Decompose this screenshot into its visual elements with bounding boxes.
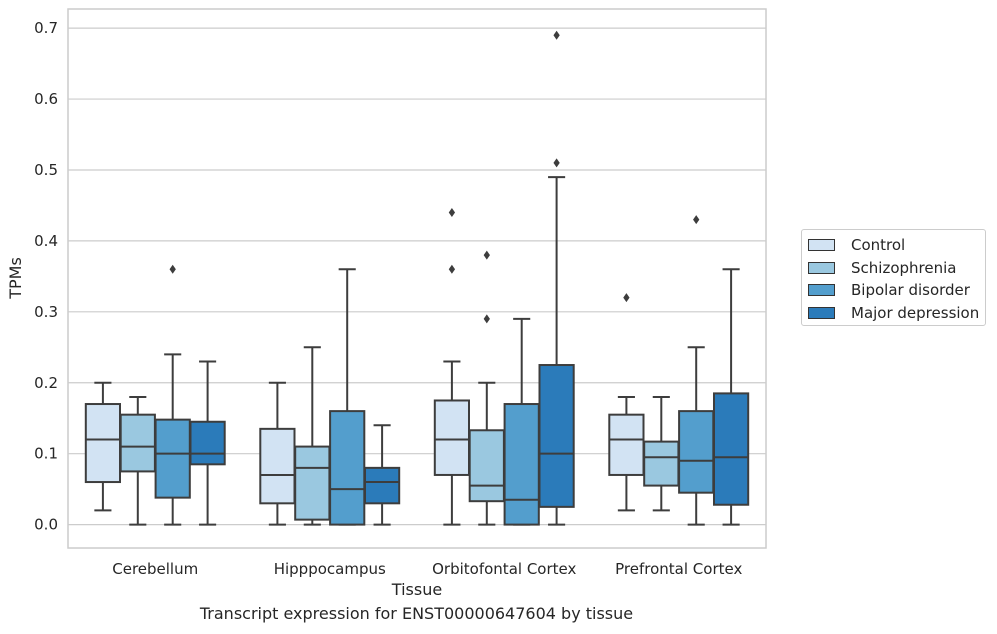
box	[468, 429, 505, 503]
box	[712, 392, 750, 506]
legend-swatch	[808, 239, 835, 251]
box	[608, 413, 645, 476]
box-bipolar-disorder	[154, 264, 191, 526]
box	[189, 420, 226, 466]
box-schizophrenia	[119, 395, 156, 526]
outlier-point	[553, 158, 560, 168]
y-tick-label: 0.5	[34, 161, 58, 179]
box-bipolar-disorder	[678, 215, 715, 526]
box-schizophrenia	[468, 250, 505, 526]
y-axis-ticks: 0.0 0.1 0.2 0.3 0.4 0.5 0.6 0.7	[34, 19, 58, 533]
x-tick-label: Hipppocampus	[274, 560, 386, 578]
y-tick-label: 0.3	[34, 303, 58, 321]
box-control	[608, 293, 645, 512]
x-tick-label: Prefrontal Cortex	[615, 560, 742, 578]
box	[329, 410, 366, 526]
box	[433, 399, 471, 476]
x-tick-label: Cerebellum	[112, 560, 198, 578]
outlier-point	[483, 314, 490, 324]
y-axis-label: TPMs	[6, 257, 25, 300]
outlier-point	[693, 215, 700, 225]
box-schizophrenia	[643, 395, 680, 512]
legend-swatch	[808, 284, 835, 296]
legend: Control Schizophrenia Bipolar disorder Majo…	[801, 229, 986, 326]
box	[119, 413, 156, 473]
box-major-depression	[712, 268, 750, 526]
box	[259, 427, 296, 505]
outlier-point	[448, 208, 456, 218]
legend-item: Major depression	[808, 303, 979, 323]
y-tick-label: 0.2	[34, 374, 58, 392]
box	[643, 440, 680, 487]
x-axis-label: Tissue	[391, 580, 442, 599]
chart-caption: Transcript expression for ENST0000064760…	[199, 604, 634, 623]
x-tick-label: Orbitofontal Cortex	[432, 560, 576, 578]
outlier-point	[623, 293, 630, 303]
outlier-point	[169, 264, 176, 274]
box-control	[433, 208, 471, 526]
box	[294, 445, 331, 521]
box	[84, 403, 122, 484]
legend-label: Schizophrenia	[851, 258, 957, 277]
y-tick-label: 0.1	[34, 445, 58, 463]
legend-item: Schizophrenia	[808, 258, 956, 278]
outlier-point	[553, 30, 560, 40]
box-control	[84, 381, 122, 512]
box-major-depression	[538, 30, 575, 526]
box	[154, 418, 191, 499]
y-tick-label: 0.4	[34, 232, 58, 250]
box-groups	[84, 30, 750, 526]
box-major-depression	[363, 424, 401, 526]
box	[503, 403, 540, 526]
x-axis-ticks: Cerebellum Hipppocampus Orbitofontal Corte…	[112, 560, 742, 578]
legend-item: Control	[808, 235, 905, 255]
plot-frame	[67, 8, 767, 549]
legend-swatch	[808, 306, 835, 319]
legend-item: Bipolar disorder	[808, 280, 970, 300]
box	[363, 466, 401, 505]
y-tick-label: 0.7	[34, 19, 58, 37]
outlier-point	[483, 250, 490, 260]
box	[538, 364, 575, 508]
box-bipolar-disorder	[503, 317, 540, 526]
legend-swatch	[808, 261, 835, 274]
box	[678, 410, 715, 494]
box-schizophrenia	[294, 346, 331, 526]
y-tick-label: 0.0	[34, 516, 58, 534]
box-control	[259, 381, 296, 526]
box-bipolar-disorder	[329, 268, 366, 526]
legend-label: Control	[851, 236, 906, 254]
legend-label: Major depression	[851, 303, 980, 322]
outlier-point	[448, 264, 456, 274]
legend-label: Bipolar disorder	[851, 281, 970, 299]
box-major-depression	[189, 360, 226, 526]
y-tick-label: 0.6	[34, 90, 58, 108]
